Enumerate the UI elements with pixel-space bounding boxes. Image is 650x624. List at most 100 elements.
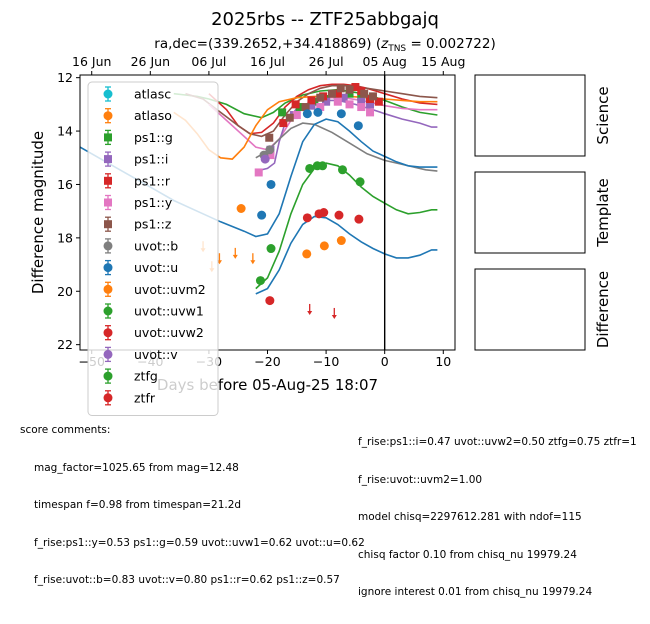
score-comment-line: chisq factor 0.10 from chisq_nu 19979.24 xyxy=(358,548,577,561)
data-point-ps1-r xyxy=(374,97,383,106)
top-axis-tick-label: 26 Jun xyxy=(131,54,170,69)
data-point-ps1-r xyxy=(291,100,300,109)
data-point-ps1-y xyxy=(357,103,366,112)
y-tick-label: 18 xyxy=(57,230,73,245)
legend-marker xyxy=(103,241,113,251)
chart-legend: atlascatlasops1::gps1::ips1::rps1::yps1:… xyxy=(87,81,219,416)
legend-item: ps1::z xyxy=(104,216,172,232)
legend-label: uvot::b xyxy=(134,238,178,253)
panel-label-template: Template xyxy=(594,178,612,247)
legend-label: ps1::y xyxy=(134,195,173,210)
legend-marker xyxy=(103,306,113,316)
data-point-uvot-u xyxy=(336,109,346,119)
data-point-ps1-y xyxy=(254,168,263,177)
data-point-ps1-y xyxy=(345,100,354,109)
score-comments-right: f_rise:ps1::i=0.47 uvot::uvw2=0.50 ztfg=… xyxy=(358,411,637,624)
upper-limit-head xyxy=(331,314,337,319)
legend-item: ps1::r xyxy=(104,173,171,189)
y-tick-label: 14 xyxy=(57,124,73,139)
data-point-ps1-i xyxy=(357,97,366,106)
legend-marker xyxy=(103,111,113,121)
data-point-uvot-uvw2 xyxy=(302,213,312,223)
y-tick-label: 20 xyxy=(57,284,73,299)
panel-label-science: Science xyxy=(594,86,612,144)
legend-label: ps1::z xyxy=(134,217,172,232)
legend-marker xyxy=(104,198,112,207)
legend-item: atlasc xyxy=(103,86,171,102)
legend-label: uvot::uvw1 xyxy=(134,304,204,319)
subtitle-coords: ra,dec=(339.2652,+34.418869) ( xyxy=(154,36,381,52)
y-tick-label: 16 xyxy=(57,177,73,192)
legend-label: ztfr xyxy=(134,390,156,405)
data-point-atlaso xyxy=(336,236,346,246)
score-comment-line: timespan f=0.98 from timespan=21.2d xyxy=(34,499,242,511)
legend-marker xyxy=(103,371,113,381)
y-tick-label: 12 xyxy=(57,70,73,85)
score-comment-line: mag_factor=1025.65 from mag=12.48 xyxy=(34,461,239,474)
score-comment-line: f_rise:uvot::b=0.83 uvot::v=0.80 ps1::r=… xyxy=(34,574,340,586)
legend-label: ztfg xyxy=(134,369,158,384)
top-axis-tick-label: 06 Jul xyxy=(191,54,226,69)
data-point-uvot-b xyxy=(265,145,275,155)
data-point-uvot-u xyxy=(353,121,363,131)
upper-limit-arrow xyxy=(250,253,256,265)
data-point-ps1-z xyxy=(285,113,294,122)
panel-label-difference: Difference xyxy=(594,271,612,348)
data-point-ps1-i xyxy=(322,97,331,106)
data-point-uvot-u xyxy=(266,179,276,189)
x-tick-label: −10 xyxy=(313,354,339,369)
upper-limit-head xyxy=(307,310,313,315)
data-point-ps1-z xyxy=(265,133,274,142)
data-point-uvot-u xyxy=(302,109,312,119)
data-point-atlaso xyxy=(302,249,312,259)
legend-item: ps1::y xyxy=(104,194,173,211)
x-tick-label: 0 xyxy=(381,354,389,369)
legend-label: uvot::u xyxy=(134,260,178,275)
legend-label: ps1::r xyxy=(134,173,171,188)
legend-marker xyxy=(103,263,113,273)
legend-box xyxy=(87,81,219,416)
legend-marker xyxy=(104,220,112,229)
data-point-ps1-y xyxy=(333,97,342,106)
legend-item: ztfg xyxy=(103,368,158,384)
upper-limit-arrow xyxy=(307,303,313,315)
data-point-ps1-z xyxy=(345,85,354,94)
score-comments-header: score comments: xyxy=(20,424,111,436)
data-point-ps1-z xyxy=(336,84,345,93)
upper-limit-head xyxy=(250,260,256,265)
data-point-uvot-uvw1 xyxy=(338,165,347,175)
top-axis-tick-label: 26 Jul xyxy=(309,54,344,69)
y-axis-label: Difference magnitude xyxy=(29,131,47,294)
legend-item: uvot::v xyxy=(103,346,178,363)
legend-marker xyxy=(103,284,113,294)
light-curve-chart: 2025rbs -- ZTF25abbgajq ra,dec=(339.2652… xyxy=(29,9,612,416)
legend-marker xyxy=(104,155,112,164)
data-point-ps1-y xyxy=(316,103,325,112)
data-point-atlaso xyxy=(236,203,246,213)
x-tick-label: −20 xyxy=(254,354,280,369)
data-point-uvot-uvw2 xyxy=(319,208,329,217)
data-point-atlaso xyxy=(319,241,329,251)
data-point-uvot-uvw1 xyxy=(266,244,276,254)
data-point-uvot-uvw1 xyxy=(305,163,315,173)
panel-template xyxy=(474,171,586,254)
legend-item: uvot::uvw1 xyxy=(103,303,204,319)
data-point-ps1-g xyxy=(295,103,304,112)
data-point-ps1-g xyxy=(345,89,354,98)
figure-canvas: 2025rbs -- ZTF25abbgajq ra,dec=(339.2652… xyxy=(20,9,637,598)
data-point-uvot-uvw2 xyxy=(265,296,275,306)
top-axis-tick-label: 16 Jul xyxy=(250,54,285,69)
score-comments-left: score comments: mag_factor=1025.65 from … xyxy=(20,399,365,612)
score-comment-line: model chisq=2297612.281 with ndof=115 xyxy=(358,511,582,523)
legend-label: uvot::uvm2 xyxy=(134,282,206,297)
legend-label: ps1::g xyxy=(134,130,173,145)
data-point-ps1-y xyxy=(366,108,375,117)
legend-item: uvot::uvm2 xyxy=(103,281,206,297)
legend-item: ps1::i xyxy=(104,151,168,167)
data-point-ps1-i xyxy=(307,101,316,110)
plot-area xyxy=(80,75,438,350)
legend-label: atlaso xyxy=(134,108,172,123)
data-point-ps1-g xyxy=(278,108,287,117)
subtitle-tns: TNS xyxy=(387,44,406,54)
model-curve xyxy=(255,162,438,290)
